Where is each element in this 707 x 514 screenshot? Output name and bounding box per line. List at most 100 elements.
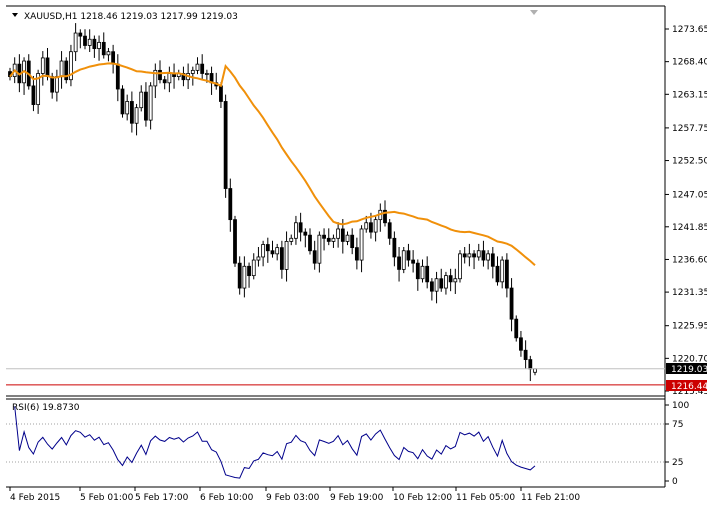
candle-body [429,281,434,292]
rsi-tick-label: 0 [672,477,678,487]
price-tick-label: 1273.65 [672,25,707,35]
candle-body [247,265,251,277]
candle-body [92,38,97,49]
candle-body [237,262,242,289]
current-price-label-bg [666,363,707,374]
price-tick-label: 1231.35 [672,288,707,298]
time-axis: 4 Feb 2015 5 Feb 01:00 5 Feb 17:00 6 Feb 10… [9,487,580,503]
candle-body [275,247,280,255]
time-tick-label: 4 Feb 2015 [10,493,60,503]
candle-body [434,278,439,292]
rsi-indicator [14,406,536,479]
candle-body [514,318,519,339]
candle-body [326,237,331,242]
candle-body [87,38,92,46]
candle-body [289,237,294,242]
candle-body [162,79,167,84]
candle-body [509,287,514,320]
price-tick-label: 1225.95 [672,322,707,332]
candle-body [411,259,416,264]
candle-body [256,256,261,261]
price-tick-label: 1241.85 [672,223,707,233]
time-tick-label: 5 Feb 17:00 [135,493,189,503]
candle-body [40,57,45,74]
time-tick-label: 11 Feb 05:00 [456,493,515,503]
candle-body [425,265,430,283]
candle-body [415,262,420,280]
moving-average-line [9,62,536,266]
candle-body [223,101,228,189]
candle-body [54,76,59,93]
candle-body [228,188,233,221]
support-price-label-bg [666,380,707,391]
candle-body [106,51,111,56]
candle-body [401,250,406,270]
candle-body [359,228,364,261]
price-tick-label: 1268.40 [672,58,707,68]
candle-body [148,85,153,121]
candle-body [533,368,537,373]
time-tick-label: 11 Feb 21:00 [521,493,580,503]
candle-body [294,222,298,239]
candle-body [481,250,486,261]
candle-body [261,244,266,258]
dropdown-triangle-icon[interactable] [12,13,18,17]
candle-body [125,101,130,115]
candle-body [439,278,444,289]
candle-body [64,60,69,81]
candle-body [495,265,500,283]
candle-body [204,73,209,75]
rsi-axis: 100 75 25 0 [6,401,689,487]
candle-body [317,234,322,264]
candle-body [453,278,458,283]
candle-body [364,222,369,230]
candle-body [251,259,256,277]
price-tick-label: 1257.75 [672,124,707,134]
time-tick-label: 6 Feb 10:00 [200,493,254,503]
candle-body [303,231,308,236]
candle-body [504,259,509,289]
candle-body [134,107,139,124]
candle-body [308,234,312,252]
candle-body [200,63,205,74]
candle-body [45,57,50,77]
candle-body [523,349,528,360]
candle-body [144,91,148,121]
candle-body [139,91,144,109]
candle-body [458,253,462,280]
candle-body [486,253,491,261]
candle-body [279,247,284,270]
candles [8,23,537,382]
candle-body [387,222,392,239]
candle-body [219,85,223,102]
candle-body [50,76,55,93]
candle-body [444,275,448,289]
candle-body [397,256,401,270]
candle-body [472,253,476,258]
candle-body [233,219,237,264]
candle-body [78,32,83,37]
rsi-tick-label: 100 [672,401,689,411]
candle-body [153,69,158,87]
rsi-tick-label: 25 [672,458,683,468]
price-axis: 1273.65 1268.40 1263.15 1257.75 1252.50 1247.… [665,25,707,397]
price-tick-label: 1247.05 [672,190,707,200]
candle-body [73,32,78,53]
price-tick-label: 1220.70 [672,354,707,364]
candle-body [265,244,270,252]
rsi-line [14,406,536,479]
candle-body [420,265,425,280]
candle-body [242,265,247,289]
candle-body [101,41,106,56]
candle-body [345,234,350,242]
candle-body [284,241,289,270]
chart-shift-marker-icon[interactable] [530,10,538,15]
candle-body [59,60,64,77]
candle-body [462,253,467,258]
candle-body [97,41,101,49]
symbol-header: XAUUSD,H1 1218.46 1219.03 1217.99 1219.0… [24,12,238,22]
candle-body [331,237,336,242]
